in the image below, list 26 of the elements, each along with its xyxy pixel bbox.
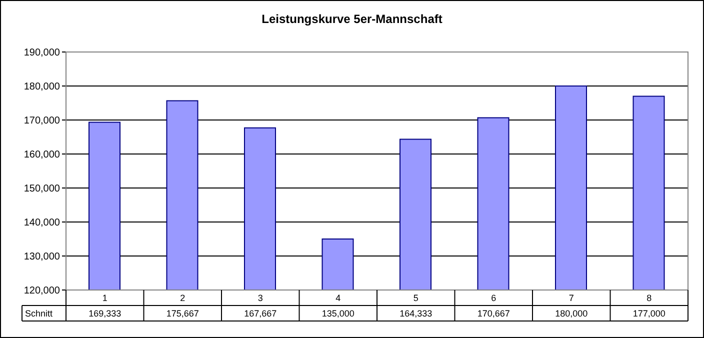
x-tick-label: 4 xyxy=(336,293,341,303)
y-tick-label: 160,000 xyxy=(24,150,60,161)
x-tick-label: 5 xyxy=(413,293,418,303)
data-label: 177,000 xyxy=(632,308,666,318)
data-label: 167,667 xyxy=(244,308,277,318)
x-tick-label: 3 xyxy=(258,293,263,303)
data-label: 169,333 xyxy=(88,308,122,318)
y-tick-label: 190,000 xyxy=(24,48,60,59)
x-tick-label: 6 xyxy=(491,293,496,303)
y-tick-label: 140,000 xyxy=(24,218,60,229)
data-label: 175,667 xyxy=(166,308,199,318)
data-label: 180,000 xyxy=(555,308,588,318)
x-tick-label: 2 xyxy=(180,293,186,303)
y-tick-label: 120,000 xyxy=(24,286,60,297)
text: Schnitt xyxy=(25,308,54,318)
x-tick-label: 8 xyxy=(646,293,652,303)
y-tick-label: 130,000 xyxy=(24,252,60,263)
x-tick-label: 1 xyxy=(102,293,108,303)
y-tick-label: 150,000 xyxy=(24,184,60,195)
y-tick-label: 180,000 xyxy=(24,82,60,93)
x-tick-label: 7 xyxy=(568,293,574,303)
data-label: 170,667 xyxy=(477,308,510,318)
data-label: 135,000 xyxy=(322,308,354,318)
chart-title: Leistungskurve 5er-Mannschaft xyxy=(260,12,444,26)
data-label: 164,333 xyxy=(400,308,432,318)
y-tick-label: 170,000 xyxy=(24,116,60,127)
